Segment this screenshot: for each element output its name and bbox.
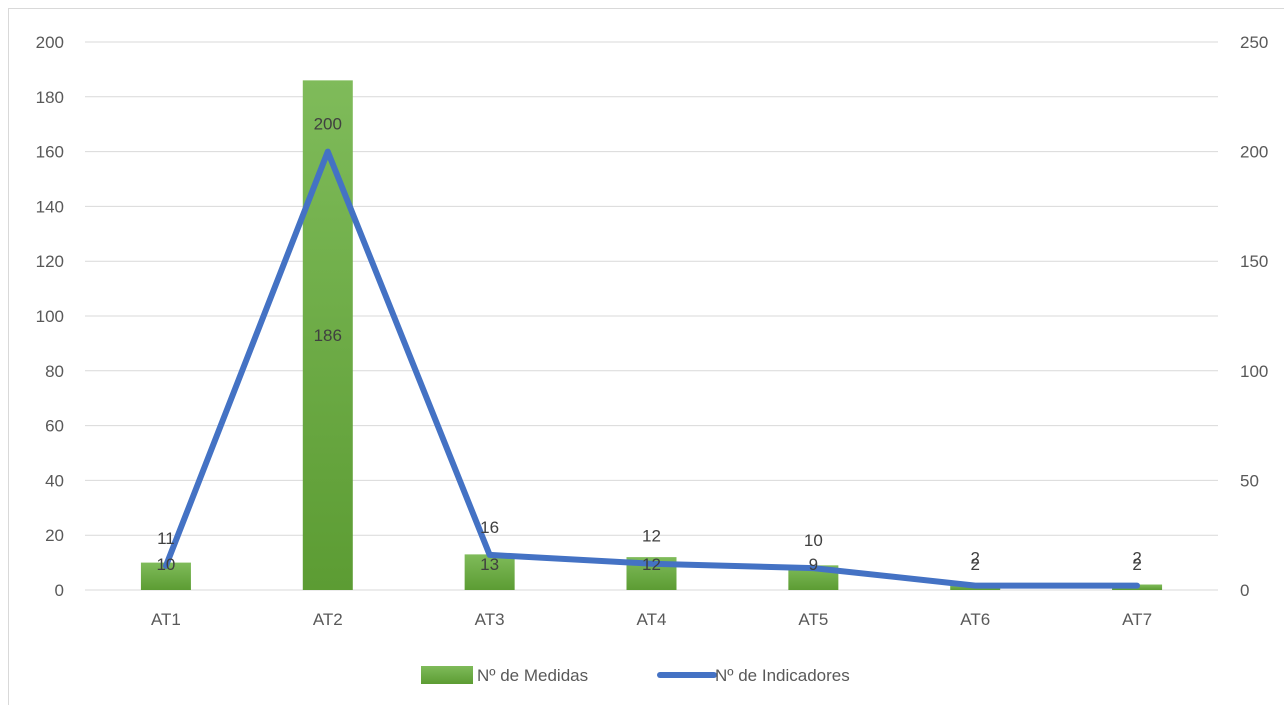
- line-data-label: 2: [1132, 549, 1141, 568]
- legend-label-medidas: Nº de Medidas: [477, 666, 588, 685]
- y-left-tick-label: 0: [55, 581, 64, 600]
- line-point: [651, 563, 652, 565]
- line-point: [1136, 585, 1138, 587]
- bar-data-label: 2: [970, 555, 979, 574]
- y-left-tick-label: 100: [36, 307, 64, 326]
- x-tick-label: AT1: [151, 610, 181, 629]
- legend-swatch-medidas: [421, 666, 473, 684]
- bar-data-label: 9: [809, 555, 818, 574]
- line-data-label: 16: [480, 518, 499, 537]
- bar-data-label: 10: [156, 555, 175, 574]
- y-left-tick-label: 200: [36, 33, 64, 52]
- y-left-tick-label: 60: [45, 417, 64, 436]
- chart-frame: [8, 8, 1284, 705]
- line-data-label: 11: [157, 529, 175, 548]
- y-right-tick-label: 150: [1240, 252, 1268, 271]
- axis-labels: 0 20 40 60 80 100 120 140 160 180 200 0 50 100 150 200 2…: [36, 33, 1269, 629]
- y-left-tick-label: 80: [45, 362, 64, 381]
- y-left-tick-label: 120: [36, 252, 64, 271]
- x-tick-label: AT6: [960, 610, 990, 629]
- line-point: [327, 151, 329, 153]
- bar-data-label: 186: [314, 326, 342, 345]
- bar-data-label: 12: [642, 555, 661, 574]
- y-right-tick-label: 100: [1240, 362, 1268, 381]
- line-data-label: 12: [642, 527, 661, 546]
- line-data-label: 10: [804, 531, 823, 550]
- x-tick-label: AT4: [637, 610, 667, 629]
- bar-data-label: 2: [1132, 555, 1141, 574]
- line-data-label: 200: [314, 115, 342, 134]
- y-right-tick-label: 50: [1240, 471, 1259, 490]
- y-right-tick-label: 200: [1240, 143, 1268, 162]
- y-left-tick-label: 180: [36, 88, 64, 107]
- y-left-tick-label: 160: [36, 143, 64, 162]
- x-tick-label: AT2: [313, 610, 343, 629]
- legend: Nº de Medidas Nº de Indicadores: [421, 666, 850, 685]
- y-right-tick-label: 0: [1240, 581, 1249, 600]
- y-left-tick-label: 40: [45, 471, 64, 490]
- bar-series: [140, 80, 1163, 591]
- gridlines: [85, 41, 1218, 591]
- x-tick-label: AT5: [798, 610, 828, 629]
- line-series: [162, 148, 1141, 589]
- y-right-tick-label: 250: [1240, 33, 1268, 52]
- line-point: [812, 567, 814, 569]
- bar: [302, 80, 353, 591]
- line-point: [165, 565, 167, 567]
- legend-label-indicadores: Nº de Indicadores: [715, 666, 850, 685]
- bar: [464, 554, 515, 590]
- y-left-tick-label: 20: [45, 526, 64, 545]
- x-tick-label: AT3: [475, 610, 505, 629]
- line-point: [489, 554, 491, 556]
- line-point: [974, 585, 976, 587]
- y-left-tick-label: 140: [36, 197, 64, 216]
- line-data-label: 2: [970, 549, 979, 568]
- bar-data-label: 13: [480, 555, 499, 574]
- x-tick-label: AT7: [1122, 610, 1152, 629]
